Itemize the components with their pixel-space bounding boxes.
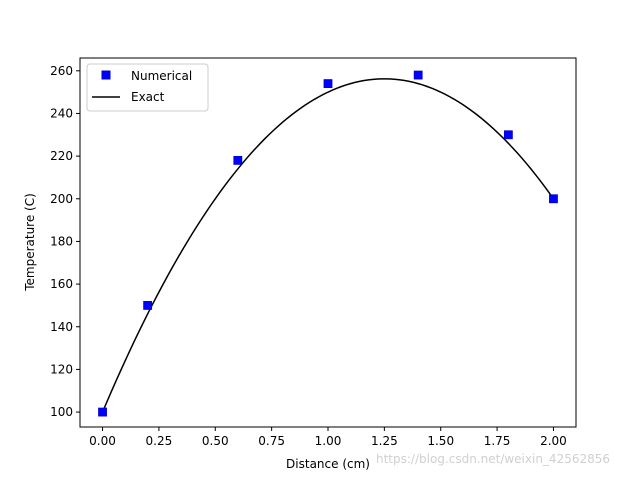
- x-tick-label: 1.75: [484, 434, 511, 448]
- y-tick-label: 120: [50, 362, 73, 376]
- x-tick-label: 2.00: [540, 434, 567, 448]
- y-axis: 100 120 140 160 180 200 220 240 260: [50, 64, 80, 419]
- y-tick-label: 200: [50, 192, 73, 206]
- y-tick-label: 260: [50, 64, 73, 78]
- x-tick-label: 0.75: [258, 434, 285, 448]
- numerical-point: [413, 70, 423, 80]
- legend-label-exact: Exact: [131, 90, 165, 104]
- y-axis-label: Temperature (C): [23, 193, 37, 292]
- y-tick-label: 220: [50, 149, 73, 163]
- exact-series-line: [101, 78, 555, 413]
- numerical-point: [323, 79, 333, 88]
- x-tick-label: 1.25: [371, 434, 398, 448]
- legend: Numerical Exact: [86, 63, 209, 112]
- x-tick-label: 0.25: [146, 434, 173, 448]
- plot-area: [79, 57, 577, 428]
- watermark: https://blog.csdn.net/weixin_42562856: [376, 452, 611, 466]
- numerical-point: [233, 155, 243, 165]
- numerical-point: [549, 194, 558, 204]
- y-tick-label: 100: [50, 405, 73, 419]
- y-tick-label: 140: [50, 320, 73, 334]
- y-tick-label: 180: [50, 234, 73, 248]
- x-tick-label: 0.00: [89, 434, 116, 448]
- legend-box: [86, 63, 209, 112]
- numerical-point: [143, 301, 153, 310]
- x-tick-label: 1.00: [315, 434, 342, 448]
- x-axis-label: Distance (cm): [286, 457, 370, 471]
- numerical-point: [98, 407, 107, 417]
- x-axis: 0.00 0.25 0.50 0.75 1.00 1.25 1.50 1.75 2.00: [89, 427, 567, 448]
- numerical-series-markers: [98, 70, 558, 417]
- x-tick-label: 1.50: [427, 434, 454, 448]
- x-tick-label: 0.50: [202, 434, 229, 448]
- legend-marker-numerical: [101, 70, 111, 80]
- numerical-point: [503, 130, 513, 140]
- y-tick-label: 160: [50, 277, 73, 291]
- y-tick-label: 240: [50, 106, 73, 120]
- legend-label-numerical: Numerical: [131, 69, 192, 83]
